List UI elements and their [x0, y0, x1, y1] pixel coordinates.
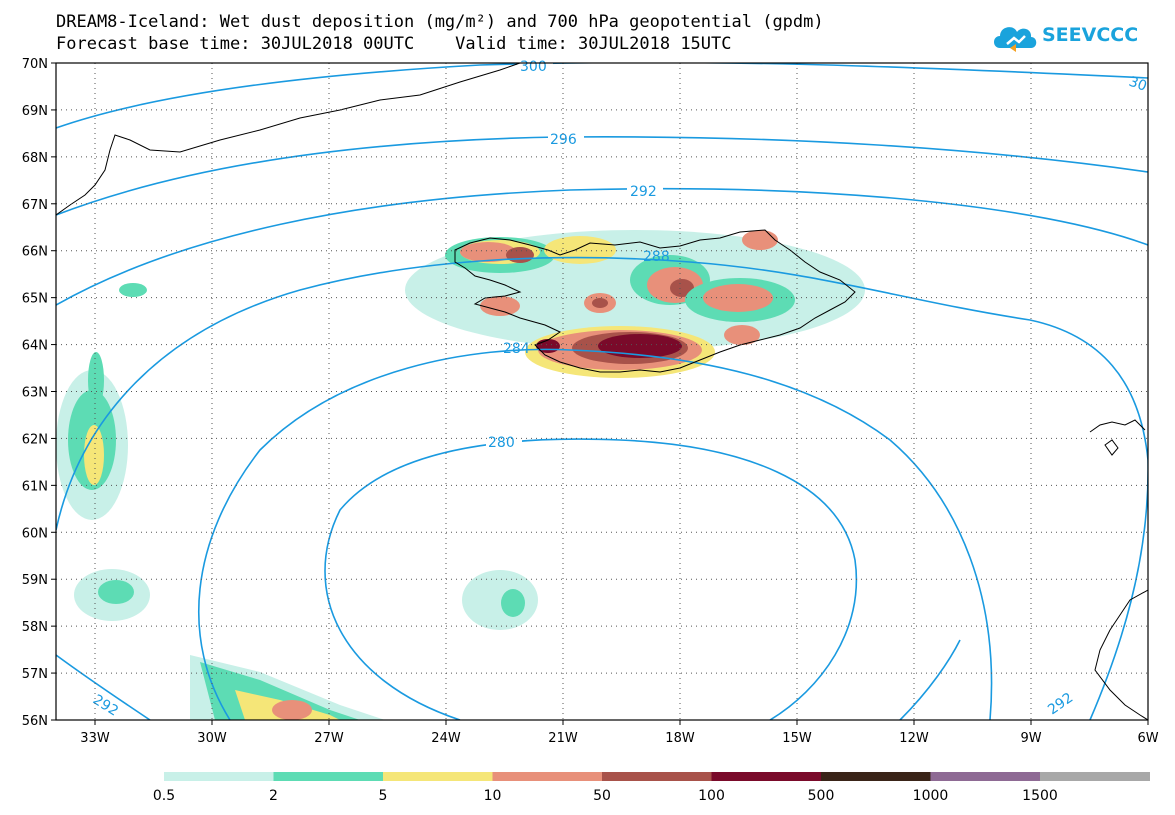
- forecast-time-line: Forecast base time: 30JUL2018 00UTC Vali…: [56, 34, 732, 54]
- contour-label-296: 296: [550, 132, 577, 148]
- contour-label-280: 280: [488, 435, 515, 451]
- lon-tick-label: 33W: [80, 731, 110, 746]
- lat-tick-label: 70N: [22, 57, 48, 72]
- coastlines: [56, 63, 1148, 720]
- lat-tick-label: 67N: [22, 198, 48, 213]
- contour-label-292-sw: 292: [90, 692, 121, 720]
- graticule: [56, 63, 1148, 720]
- colorbar-label: 10: [484, 788, 502, 804]
- colorbar-label: 5: [379, 788, 388, 804]
- colorbar-label: 2: [269, 788, 278, 804]
- lon-tick-label: 24W: [431, 731, 461, 746]
- lat-tick-label: 68N: [22, 151, 48, 166]
- contour-label-288: 288: [643, 249, 670, 265]
- latitude-axis: 56N 57N 58N 59N 60N 61N 62N 63N 64N 65N 66N 67N 68N 6…: [22, 57, 56, 729]
- colorbar-label: 50: [593, 788, 611, 804]
- lat-tick-label: 59N: [22, 573, 48, 588]
- colorbar-label: 500: [808, 788, 835, 804]
- lon-tick-label: 12W: [899, 731, 929, 746]
- map-title: DREAM8-Iceland: Wet dust deposition (mg/…: [56, 12, 824, 32]
- dust-deposition-field: [56, 230, 865, 720]
- colorbar-segment: [492, 772, 603, 781]
- contour-label-300: 300: [520, 59, 547, 75]
- colorbar-label: 1500: [1022, 788, 1058, 804]
- lat-tick-label: 58N: [22, 620, 48, 635]
- contour-label-292: 292: [630, 184, 657, 200]
- longitude-axis: 33W 30W 27W 24W 21W 18W 15W 12W 9W 6W: [80, 720, 1159, 746]
- cloud-icon: [994, 27, 1037, 52]
- contour-label-284: 284: [503, 341, 530, 357]
- contour-labels: 300 296 292 288 284 280 292 292 30: [90, 58, 1149, 720]
- lat-tick-label: 65N: [22, 292, 48, 307]
- lon-tick-label: 6W: [1137, 731, 1158, 746]
- colorbar: 0.5 2 5 10 50 100 500 1000 1500: [153, 772, 1150, 804]
- lon-tick-label: 15W: [782, 731, 812, 746]
- lat-tick-label: 64N: [22, 339, 48, 354]
- logo-text: SEEVCCC: [1042, 24, 1139, 46]
- colorbar-segment: [273, 772, 384, 781]
- lon-tick-label: 9W: [1020, 731, 1041, 746]
- colorbar-segment: [930, 772, 1041, 781]
- lat-tick-label: 66N: [22, 245, 48, 260]
- lat-tick-label: 61N: [22, 479, 48, 494]
- colorbar-label: 100: [698, 788, 725, 804]
- colorbar-label: 0.5: [153, 788, 175, 804]
- lat-tick-label: 60N: [22, 526, 48, 541]
- lat-tick-label: 57N: [22, 667, 48, 682]
- lon-tick-label: 27W: [314, 731, 344, 746]
- colorbar-segment: [821, 772, 931, 781]
- geopotential-contours: [56, 63, 1148, 720]
- colorbar-segment: [383, 772, 493, 781]
- lat-tick-label: 56N: [22, 714, 48, 729]
- lon-tick-label: 21W: [548, 731, 578, 746]
- lon-tick-label: 30W: [197, 731, 227, 746]
- colorbar-segment: [1040, 772, 1150, 781]
- lat-tick-label: 69N: [22, 104, 48, 119]
- lat-tick-label: 62N: [22, 432, 48, 447]
- lon-tick-label: 18W: [665, 731, 695, 746]
- seevccc-logo: SEEVCCC: [990, 18, 1150, 58]
- contour-label-292-se: 292: [1045, 690, 1076, 718]
- contour-label-300-ne: 30: [1127, 74, 1149, 95]
- colorbar-segment: [711, 772, 822, 781]
- colorbar-segment: [164, 772, 274, 781]
- colorbar-label: 1000: [913, 788, 949, 804]
- lat-tick-label: 63N: [22, 386, 48, 401]
- colorbar-segment: [602, 772, 712, 781]
